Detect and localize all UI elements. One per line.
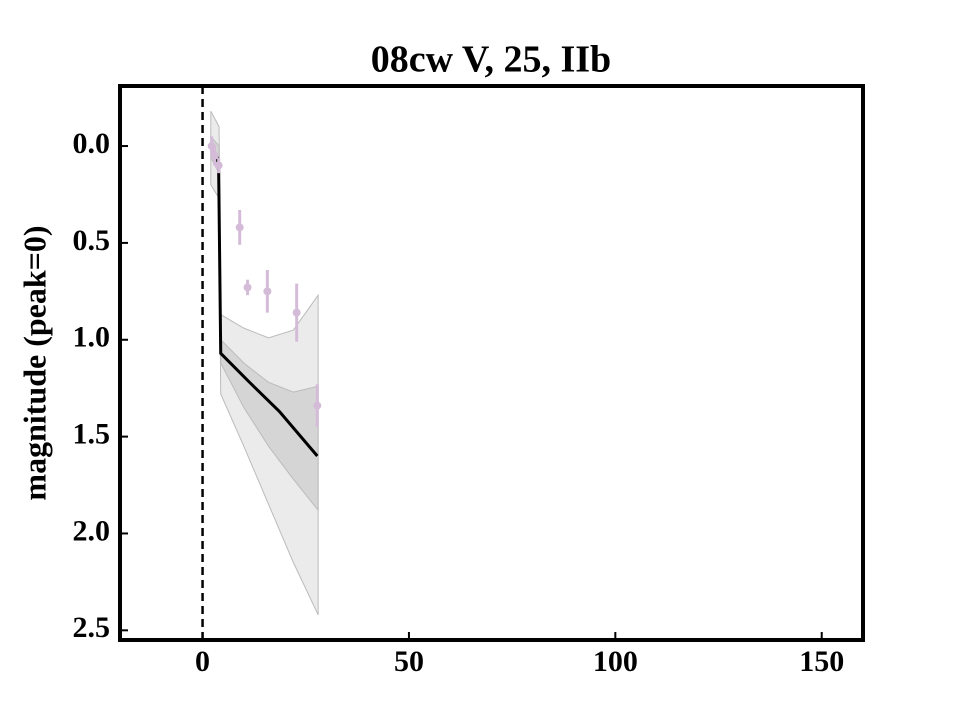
data-point bbox=[263, 287, 272, 296]
data-point bbox=[313, 401, 322, 410]
y-axis-label: magnitude (peak=0) bbox=[16, 225, 52, 500]
y-tick-label: 2.5 bbox=[73, 611, 111, 644]
chart-title: 08cw V, 25, IIb bbox=[371, 39, 611, 81]
x-tick-label: 50 bbox=[394, 645, 424, 678]
data-point bbox=[235, 223, 244, 232]
y-tick-label: 1.0 bbox=[73, 321, 111, 354]
plot-frame bbox=[118, 84, 865, 642]
x-tick-label: 0 bbox=[195, 645, 210, 678]
y-tick-label: 1.5 bbox=[73, 417, 111, 450]
data-point bbox=[214, 161, 223, 170]
x-tick-label: 150 bbox=[799, 645, 844, 678]
y-tick-label: 0.5 bbox=[73, 224, 111, 257]
y-tick-label: 2.0 bbox=[73, 514, 111, 547]
data-point bbox=[243, 283, 252, 292]
data-point bbox=[292, 308, 301, 317]
y-tick-label: 0.0 bbox=[73, 127, 111, 160]
data-point bbox=[210, 151, 219, 160]
x-tick-label: 100 bbox=[593, 645, 638, 678]
